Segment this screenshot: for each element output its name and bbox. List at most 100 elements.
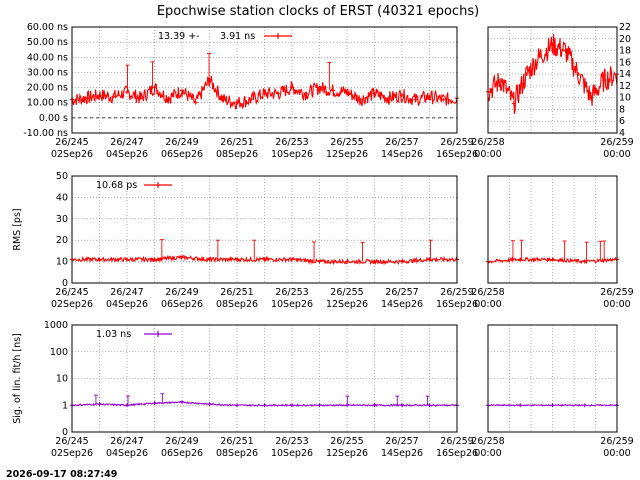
x-tick-label: 02Sep26 <box>51 149 93 160</box>
x-tick-label: 26/245 <box>55 287 88 298</box>
y-tick-label: 4 <box>619 128 625 139</box>
y-tick-label: 0 <box>62 278 68 289</box>
x-tick-label: 26/249 <box>165 137 198 148</box>
x-tick-label: 04Sep26 <box>106 299 148 310</box>
x-tick-label: 26/253 <box>275 137 308 148</box>
x-tick-label: 26/259 <box>600 436 633 447</box>
y-tick-label: 30 <box>56 214 68 225</box>
plot-frame <box>71 324 458 433</box>
x-tick-label: 26/245 <box>55 137 88 148</box>
x-tick-label: 02Sep26 <box>51 448 93 459</box>
x-tick-label: 26/255 <box>330 137 363 148</box>
x-tick-label: 06Sep26 <box>161 448 203 459</box>
x-tick-label: 26/247 <box>110 436 143 447</box>
x-tick-label: 26/255 <box>330 287 363 298</box>
x-tick-label: 00:00 <box>474 448 501 459</box>
x-tick-label: 26/259 <box>600 287 633 298</box>
y-tick-label: 40 <box>56 192 68 203</box>
x-tick-label: 12Sep26 <box>326 149 368 160</box>
y-tick-label: 50.00 ns <box>27 37 68 48</box>
y-tick-label: 0.00 s <box>39 113 68 124</box>
y-tick-label: 8 <box>619 104 625 115</box>
y-tick-label: 10 <box>56 374 68 385</box>
x-tick-label: 26/258 <box>471 436 504 447</box>
legend-label: 13.39 +- <box>158 31 200 42</box>
x-tick-label: 04Sep26 <box>106 448 148 459</box>
chart-title: Epochwise station clocks of ERST (40321 … <box>157 4 479 19</box>
x-tick-label: 26/253 <box>275 436 308 447</box>
x-tick-label: 02Sep26 <box>51 299 93 310</box>
y-tick-label: 100 <box>50 347 68 358</box>
x-tick-label: 10Sep26 <box>271 448 313 459</box>
y-tick-label: 0 <box>62 427 68 438</box>
legend-label: 1.03 ns <box>96 329 131 340</box>
x-tick-label: 12Sep26 <box>326 299 368 310</box>
x-tick-label: 26/259 <box>440 287 473 298</box>
x-tick-label: 12Sep26 <box>326 448 368 459</box>
x-tick-label: 26/257 <box>385 287 418 298</box>
y-tick-label: 1000 <box>44 320 68 331</box>
plot-frame <box>487 26 618 134</box>
panel-sig-main: 1000100101026/24502Sep2626/24704Sep2626/… <box>12 320 478 459</box>
x-tick-label: 26/258 <box>471 287 504 298</box>
x-tick-label: 26/247 <box>110 287 143 298</box>
y-tick-label: 10 <box>56 257 68 268</box>
y-tick-label: 30.00 ns <box>27 67 68 78</box>
x-tick-label: 16Sep26 <box>436 149 478 160</box>
y-tick-label: 20.00 ns <box>27 83 68 94</box>
y-tick-label: 20 <box>56 235 68 246</box>
y-tick-label: 40.00 ns <box>27 52 68 63</box>
x-tick-label: 06Sep26 <box>161 149 203 160</box>
x-tick-label: 26/249 <box>165 436 198 447</box>
y-tick-label: 10.00 ns <box>27 98 68 109</box>
panel-clock-main: 60.00 ns 50.00 ns 40.00 ns 30.00 ns 20.00 ns… <box>23 22 478 160</box>
x-tick-label: 10Sep26 <box>271 149 313 160</box>
y-axis-label: RMS [ps] <box>12 208 23 250</box>
x-tick-label: 04Sep26 <box>106 149 148 160</box>
plot-frame <box>487 175 618 284</box>
x-tick-label: 00:00 <box>603 149 630 160</box>
series-line <box>487 33 618 114</box>
x-tick-label: 26/259 <box>600 137 633 148</box>
y-tick-label: 1 <box>62 400 68 411</box>
plot-frame <box>487 324 618 433</box>
x-tick-label: 16Sep26 <box>436 299 478 310</box>
legend-value: 3.91 ns <box>220 31 255 42</box>
x-tick-label: 08Sep26 <box>216 299 258 310</box>
x-tick-label: 14Sep26 <box>381 448 423 459</box>
y-tick-label: 14 <box>619 69 631 80</box>
x-tick-label: 00:00 <box>603 299 630 310</box>
x-tick-label: 26/251 <box>220 137 253 148</box>
y-tick-label: -10.00 ns <box>23 128 68 139</box>
y-tick-label: 10 <box>619 93 631 104</box>
x-tick-label: 00:00 <box>474 149 501 160</box>
x-tick-label: 26/251 <box>220 287 253 298</box>
x-tick-label: 08Sep26 <box>216 149 258 160</box>
x-tick-label: 26/253 <box>275 287 308 298</box>
y-tick-label: 20 <box>619 34 631 45</box>
legend-label: 10.68 ps <box>96 180 137 191</box>
y-tick-label: 50 <box>56 171 68 182</box>
x-tick-label: 26/245 <box>55 436 88 447</box>
x-tick-label: 26/251 <box>220 436 253 447</box>
x-tick-label: 26/259 <box>440 436 473 447</box>
x-tick-label: 26/258 <box>471 137 504 148</box>
y-tick-label: 12 <box>619 81 631 92</box>
x-tick-label: 14Sep26 <box>381 149 423 160</box>
x-tick-label: 16Sep26 <box>436 448 478 459</box>
x-tick-label: 26/259 <box>440 137 473 148</box>
y-tick-label: 6 <box>619 116 625 127</box>
y-tick-label: 22 <box>619 22 631 33</box>
timestamp: 2026-09-17 08:27:49 <box>6 469 117 480</box>
y-tick-label: 18 <box>619 46 631 57</box>
y-tick-label: 16 <box>619 57 631 68</box>
plot-frame <box>71 26 458 134</box>
y-axis-label: Sig. of lin. fit/h [ns] <box>12 333 23 424</box>
x-tick-label: 14Sep26 <box>381 299 423 310</box>
x-tick-label: 26/247 <box>110 137 143 148</box>
chart-panels: 60.00 ns 50.00 ns 40.00 ns 30.00 ns 20.00 ns… <box>12 22 634 459</box>
